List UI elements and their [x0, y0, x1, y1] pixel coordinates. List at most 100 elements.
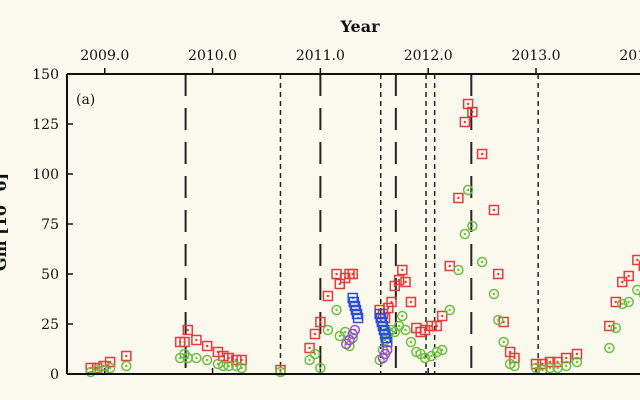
y-tick-label: 150	[32, 67, 59, 83]
data-point-center	[621, 302, 624, 306]
data-point-square	[179, 336, 190, 348]
data-point-square	[223, 352, 234, 364]
data-point-center	[279, 370, 282, 374]
data-point-circle	[488, 288, 500, 300]
axis-ticks: 2009.0 2010.0 2011.0 2012.0 2013.0 2014.0 0 25 5…	[32, 48, 640, 383]
data-point-square	[315, 316, 326, 328]
data-point-circle	[223, 360, 234, 372]
data-point-center	[502, 340, 505, 344]
data-point-square	[571, 348, 583, 360]
data-point-square	[386, 296, 397, 308]
data-point-center	[423, 328, 427, 332]
data-point-center	[627, 300, 630, 304]
data-point-circle	[638, 290, 640, 298]
data-point-circle	[405, 336, 417, 348]
data-point-square	[400, 276, 411, 288]
data-point-square	[560, 352, 572, 364]
data-point-center	[636, 288, 639, 292]
data-point-center	[534, 366, 538, 370]
data-point-center	[390, 300, 393, 304]
data-point-circle	[571, 356, 583, 368]
data-point-circle	[530, 362, 542, 374]
data-point-center	[125, 354, 128, 358]
data-point-center	[513, 356, 516, 360]
data-point-square	[383, 302, 394, 314]
data-point-circle	[610, 322, 622, 334]
data-point-center	[102, 368, 105, 372]
data-point-circle	[381, 344, 393, 356]
data-point-square	[493, 268, 504, 280]
data-point-center	[95, 366, 99, 370]
data-point-circle	[400, 324, 411, 336]
data-point-center	[608, 346, 611, 350]
data-point-circle	[453, 264, 464, 276]
data-point-circle	[309, 348, 321, 360]
data-point-circle	[623, 296, 634, 308]
data-point-center	[621, 280, 624, 284]
data-point-circle	[349, 324, 361, 336]
data-point-square	[218, 350, 229, 362]
data-point-center	[614, 300, 617, 304]
data-point-center	[338, 282, 341, 286]
data-point-center	[186, 356, 189, 360]
data-point-center	[353, 328, 357, 332]
data-point-square	[617, 276, 628, 288]
data-point-square	[498, 316, 509, 328]
data-point-center	[457, 196, 460, 200]
data-point-square	[182, 324, 194, 336]
data-point-center	[608, 324, 611, 328]
data-point-circle	[476, 256, 488, 268]
data-point-center	[205, 344, 209, 348]
x-tick-label: 2011.0	[296, 48, 345, 64]
data-point-center	[556, 366, 559, 370]
data-point-center	[326, 328, 330, 332]
data-point-center	[441, 314, 444, 318]
data-point-center	[401, 314, 404, 318]
data-point-center	[541, 368, 544, 372]
data-point-square	[632, 254, 640, 266]
data-point-center	[125, 364, 128, 368]
data-point-square	[322, 290, 334, 302]
reference-lines	[184, 74, 539, 374]
data-point-circle	[444, 304, 456, 316]
x-tick-label: 2013.0	[512, 48, 561, 64]
data-point-circle	[632, 284, 640, 296]
data-point-center	[497, 318, 500, 322]
data-point-circle	[236, 362, 247, 374]
data-point-center	[471, 110, 474, 114]
data-point-square	[309, 328, 321, 340]
data-point-center	[108, 366, 112, 370]
data-point-center	[480, 260, 484, 264]
data-point-center	[319, 366, 322, 370]
data-point-center	[448, 264, 451, 268]
data-point-square	[476, 148, 488, 160]
data-point-center	[404, 280, 407, 284]
data-point-center	[471, 224, 474, 228]
data-point-square	[304, 342, 315, 354]
data-point-center	[308, 358, 311, 362]
data-point-center	[279, 368, 282, 372]
data-point-center	[386, 348, 389, 352]
data-points	[85, 98, 640, 378]
data-point-square	[604, 320, 615, 332]
data-point-center	[356, 316, 360, 320]
data-point-center	[409, 340, 413, 344]
data-point-center	[492, 292, 496, 296]
axes	[66, 73, 640, 375]
data-point-center	[397, 278, 401, 282]
data-point-circle	[121, 360, 132, 372]
data-point-square	[638, 260, 640, 272]
data-point-circle	[397, 310, 408, 322]
data-point-center	[195, 356, 198, 360]
y-tick-label: 75	[41, 217, 59, 233]
data-point-circle	[304, 354, 315, 366]
data-point-center	[492, 208, 496, 212]
x-axis-title: Year	[339, 17, 380, 36]
data-point-circle	[419, 352, 431, 364]
data-point-center	[636, 258, 639, 262]
data-point-square	[347, 268, 358, 280]
data-point-center	[430, 354, 433, 358]
data-point-square	[201, 340, 213, 352]
panel-label: (a)	[76, 92, 95, 108]
